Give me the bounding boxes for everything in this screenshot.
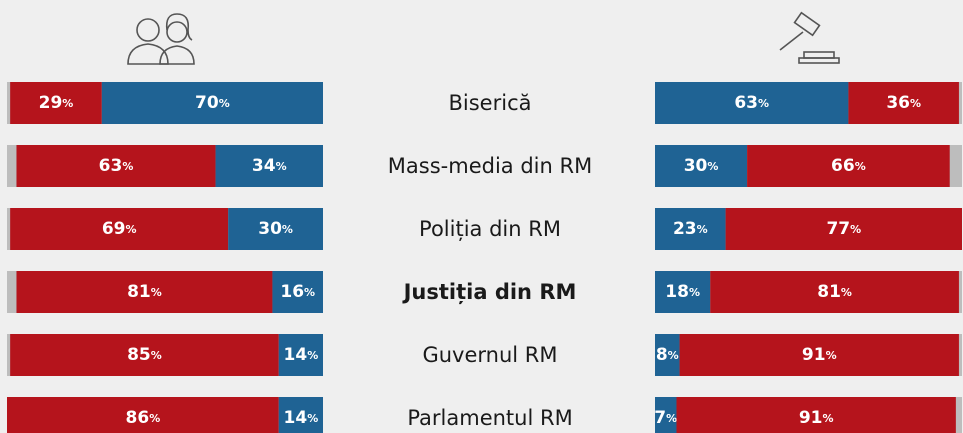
bar-segment (676, 397, 956, 433)
bar-segment (10, 334, 279, 376)
value-label: 8% (656, 345, 679, 365)
gavel-icon (779, 11, 840, 64)
bar-segment (101, 82, 323, 124)
value-label: 81% (127, 282, 162, 302)
category-label: Parlamentul RM (407, 406, 572, 430)
bar-segment (655, 334, 680, 376)
value-label: 69% (102, 219, 137, 239)
value-label: 85% (127, 345, 162, 365)
bar-segment (10, 82, 102, 124)
bar-segment (278, 397, 323, 433)
bar-segment (16, 271, 273, 313)
value-label: 14% (284, 345, 319, 365)
value-label: 63% (734, 93, 769, 113)
value-label: 81% (817, 282, 852, 302)
bar-segment (655, 145, 748, 187)
bar-segment (215, 145, 323, 187)
value-label: 16% (280, 282, 315, 302)
value-label: 36% (886, 93, 921, 113)
value-label: 91% (799, 408, 834, 428)
value-label: 77% (826, 219, 861, 239)
bar-segment (278, 334, 323, 376)
bar-segment (10, 208, 229, 250)
value-label: 86% (126, 408, 161, 428)
category-label: Justiția din RM (402, 280, 577, 305)
people-icon (127, 13, 195, 65)
category-label: Poliția din RM (419, 217, 561, 241)
category-label: Biserică (449, 91, 532, 115)
bar-segment (725, 208, 962, 250)
bar-segment (655, 82, 849, 124)
value-label: 30% (258, 219, 293, 239)
category-label: Mass-media din RM (388, 154, 592, 178)
category-label: Guvernul RM (422, 343, 557, 367)
value-label: 91% (802, 345, 837, 365)
bar-segment (655, 397, 677, 433)
bar-segment (848, 82, 959, 124)
value-label: 23% (673, 219, 708, 239)
value-label: 66% (831, 156, 866, 176)
value-label: 18% (665, 282, 700, 302)
bar-segment (679, 334, 959, 376)
bar-segment (710, 271, 959, 313)
bar-segment (747, 145, 950, 187)
value-label: 14% (284, 408, 319, 428)
bar-segment (655, 208, 726, 250)
bar-segment (7, 397, 279, 433)
value-label: 70% (195, 93, 230, 113)
bar-segment (272, 271, 323, 313)
value-label: 29% (39, 93, 74, 113)
value-label: 7% (654, 408, 677, 428)
bar-segment (228, 208, 323, 250)
bar-segment (16, 145, 216, 187)
value-label: 63% (99, 156, 134, 176)
value-label: 34% (252, 156, 287, 176)
value-label: 30% (684, 156, 719, 176)
bar-segment (655, 271, 711, 313)
